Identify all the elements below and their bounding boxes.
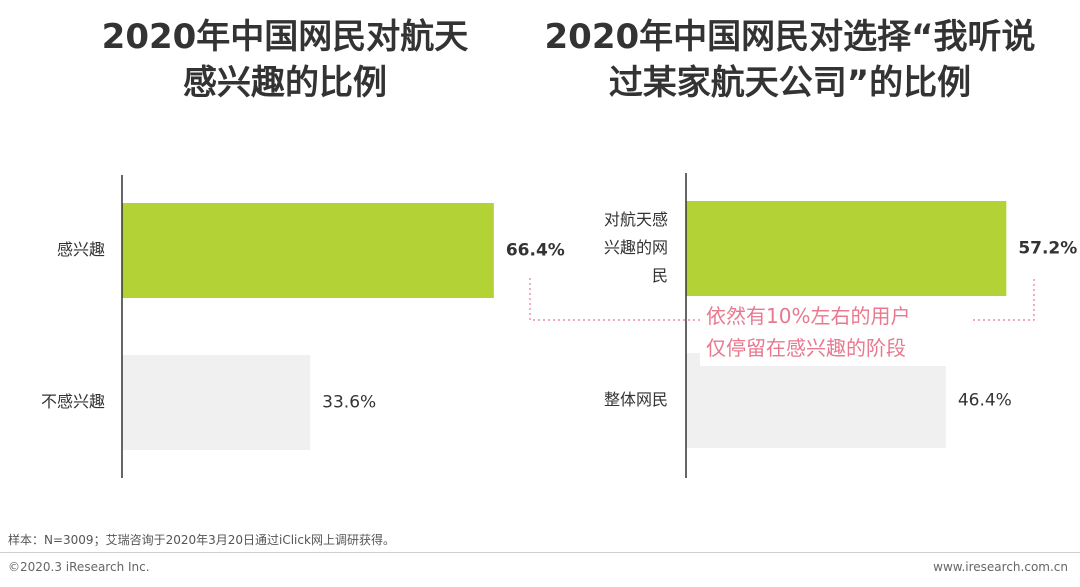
right-chart-title: 2020年中国网民对选择“我听说 过某家航天公司”的比例 [500,14,1080,106]
right-title-line-2: 过某家航天公司”的比例 [608,63,972,103]
footer-divider [0,552,1080,553]
right-title-line-1: 2020年中国网民对选择“我听说 [544,17,1036,57]
source-note: 样本：N=3009；艾瑞咨询于2020年3月20日通过iClick网上调研获得。 [8,533,395,547]
left-chart-title: 2020年中国网民对航天 感兴趣的比例 [40,14,530,106]
website-link[interactable]: www.iresearch.com.cn [933,560,1068,574]
copyright-text: ©2020.3 iResearch Inc. [8,560,150,574]
bar-chart1-1 [122,203,494,298]
left-title-line-1: 2020年中国网民对航天 [101,17,469,57]
category-label-chart2-1-line-1: 对航天感 [604,210,668,229]
bar-chart2-2 [686,353,946,448]
value-label-chart1-2: 33.6% [322,393,376,413]
bar-chart1-2 [122,355,311,450]
category-label-chart2-2: 整体网民 [604,390,668,409]
left-title-line-2: 感兴趣的比例 [183,63,387,103]
annotation-line-1: 依然有10%左右的用户 [706,304,911,328]
category-label-chart1-1: 感兴趣 [57,240,105,259]
annotation-callout: 依然有10%左右的用户 仅停留在感兴趣的阶段 [700,298,972,366]
annotation-bracket [529,278,1035,321]
value-label-chart2-1: 57.2% [1018,239,1077,259]
category-label-chart2-1-line-3: 民 [652,266,668,285]
category-label-chart1-2: 不感兴趣 [41,392,105,411]
value-label-chart1-1: 66.4% [506,241,565,261]
value-label-chart2-2: 46.4% [958,391,1012,411]
category-label-chart2-1-line-2: 兴趣的网 [604,238,668,257]
annotation-line-2: 仅停留在感兴趣的阶段 [706,336,906,360]
bar-chart2-1 [686,201,1007,296]
